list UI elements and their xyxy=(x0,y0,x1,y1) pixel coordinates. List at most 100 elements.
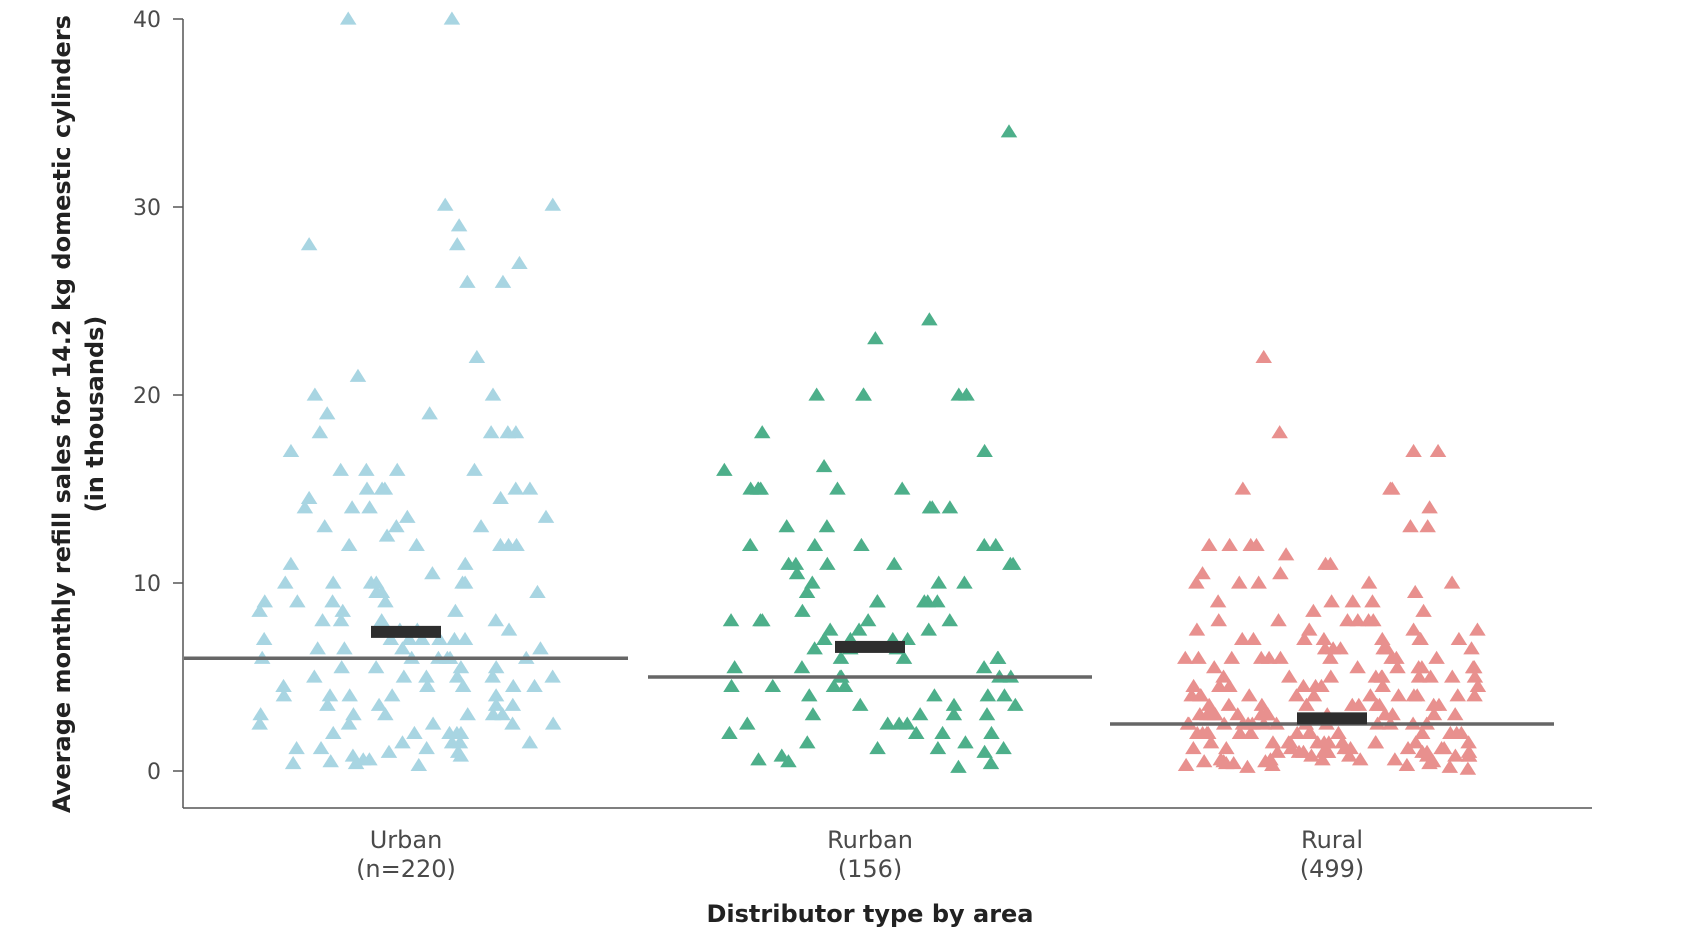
data-point xyxy=(1221,678,1238,693)
data-point xyxy=(376,481,394,495)
data-point xyxy=(336,641,353,655)
data-point xyxy=(256,594,273,608)
data-point xyxy=(312,740,330,755)
data-point xyxy=(1002,556,1019,570)
data-point xyxy=(1402,519,1419,533)
data-point xyxy=(787,556,805,570)
mean-marker xyxy=(835,640,905,653)
data-point xyxy=(788,566,806,580)
data-point xyxy=(1419,519,1436,533)
data-point xyxy=(1441,759,1459,773)
data-point xyxy=(288,740,305,755)
data-point xyxy=(314,613,331,627)
data-point xyxy=(300,490,318,505)
data-point xyxy=(1446,707,1464,721)
data-point xyxy=(1248,537,1265,552)
data-point xyxy=(358,462,375,476)
data-point xyxy=(1398,757,1416,771)
data-point xyxy=(532,641,549,655)
data-point xyxy=(1322,556,1339,570)
data-point xyxy=(716,462,733,476)
data-point xyxy=(1188,575,1205,589)
data-point xyxy=(1469,622,1486,636)
data-point xyxy=(526,678,543,693)
data-point xyxy=(976,537,993,552)
data-point xyxy=(1206,707,1224,721)
data-point xyxy=(1405,443,1422,458)
data-point xyxy=(1399,740,1417,755)
data-point xyxy=(836,678,854,693)
data-point xyxy=(1288,688,1305,702)
data-point xyxy=(472,519,490,533)
data-point xyxy=(764,678,782,693)
data-point xyxy=(1466,669,1484,683)
data-point xyxy=(358,481,376,495)
data-point xyxy=(806,641,823,655)
data-point xyxy=(987,537,1005,552)
data-point xyxy=(487,613,505,627)
data-point xyxy=(421,406,438,420)
data-point xyxy=(1464,660,1482,674)
data-point xyxy=(1177,650,1194,664)
data-point xyxy=(1188,622,1206,636)
x-category-label: Urban xyxy=(370,826,443,854)
data-point xyxy=(1447,748,1464,762)
data-point xyxy=(511,255,528,270)
data-point xyxy=(1449,688,1466,702)
data-point xyxy=(1339,613,1356,627)
data-point xyxy=(1231,725,1249,740)
data-point xyxy=(1376,707,1394,721)
data-point xyxy=(319,697,336,711)
data-point xyxy=(741,537,759,552)
data-point xyxy=(1305,603,1322,617)
data-point xyxy=(945,697,963,711)
data-point xyxy=(446,631,463,646)
data-point xyxy=(408,537,425,552)
data-point xyxy=(1429,443,1447,458)
data-point xyxy=(1410,660,1427,674)
data-point xyxy=(975,660,993,674)
data-point xyxy=(1323,594,1340,608)
data-point xyxy=(1413,725,1431,740)
data-point xyxy=(1271,425,1288,439)
data-point xyxy=(869,594,886,608)
data-point xyxy=(1362,688,1379,702)
data-point xyxy=(1191,707,1209,721)
data-point xyxy=(340,537,358,552)
data-point xyxy=(957,735,974,749)
data-point xyxy=(306,669,323,683)
data-point xyxy=(1303,748,1320,762)
x-category-label: Rurban xyxy=(827,826,913,854)
data-point xyxy=(1194,725,1211,740)
data-point xyxy=(361,500,378,514)
data-point xyxy=(347,755,365,770)
data-point xyxy=(1239,759,1256,773)
data-point xyxy=(394,641,411,655)
data-point xyxy=(926,688,943,702)
data-point xyxy=(1349,660,1366,674)
data-point xyxy=(1195,754,1213,768)
mean-marker xyxy=(1297,712,1367,725)
data-point xyxy=(1315,631,1333,646)
data-point xyxy=(1443,575,1461,589)
data-point xyxy=(378,528,396,542)
y-tick-label: 10 xyxy=(133,572,161,597)
data-point xyxy=(739,716,756,730)
data-point xyxy=(1433,740,1450,755)
data-point xyxy=(1300,622,1318,636)
data-point xyxy=(349,368,367,382)
data-point xyxy=(1270,613,1287,627)
data-point xyxy=(443,11,461,25)
data-point xyxy=(1220,697,1238,711)
data-point xyxy=(492,490,509,505)
data-point xyxy=(1390,688,1407,702)
data-point xyxy=(1450,631,1468,646)
data-point xyxy=(418,669,435,683)
data-point xyxy=(950,759,967,773)
data-point xyxy=(885,556,903,570)
data-point xyxy=(311,425,329,439)
data-point xyxy=(457,556,474,570)
data-point xyxy=(829,481,846,495)
data-point xyxy=(1460,748,1478,762)
